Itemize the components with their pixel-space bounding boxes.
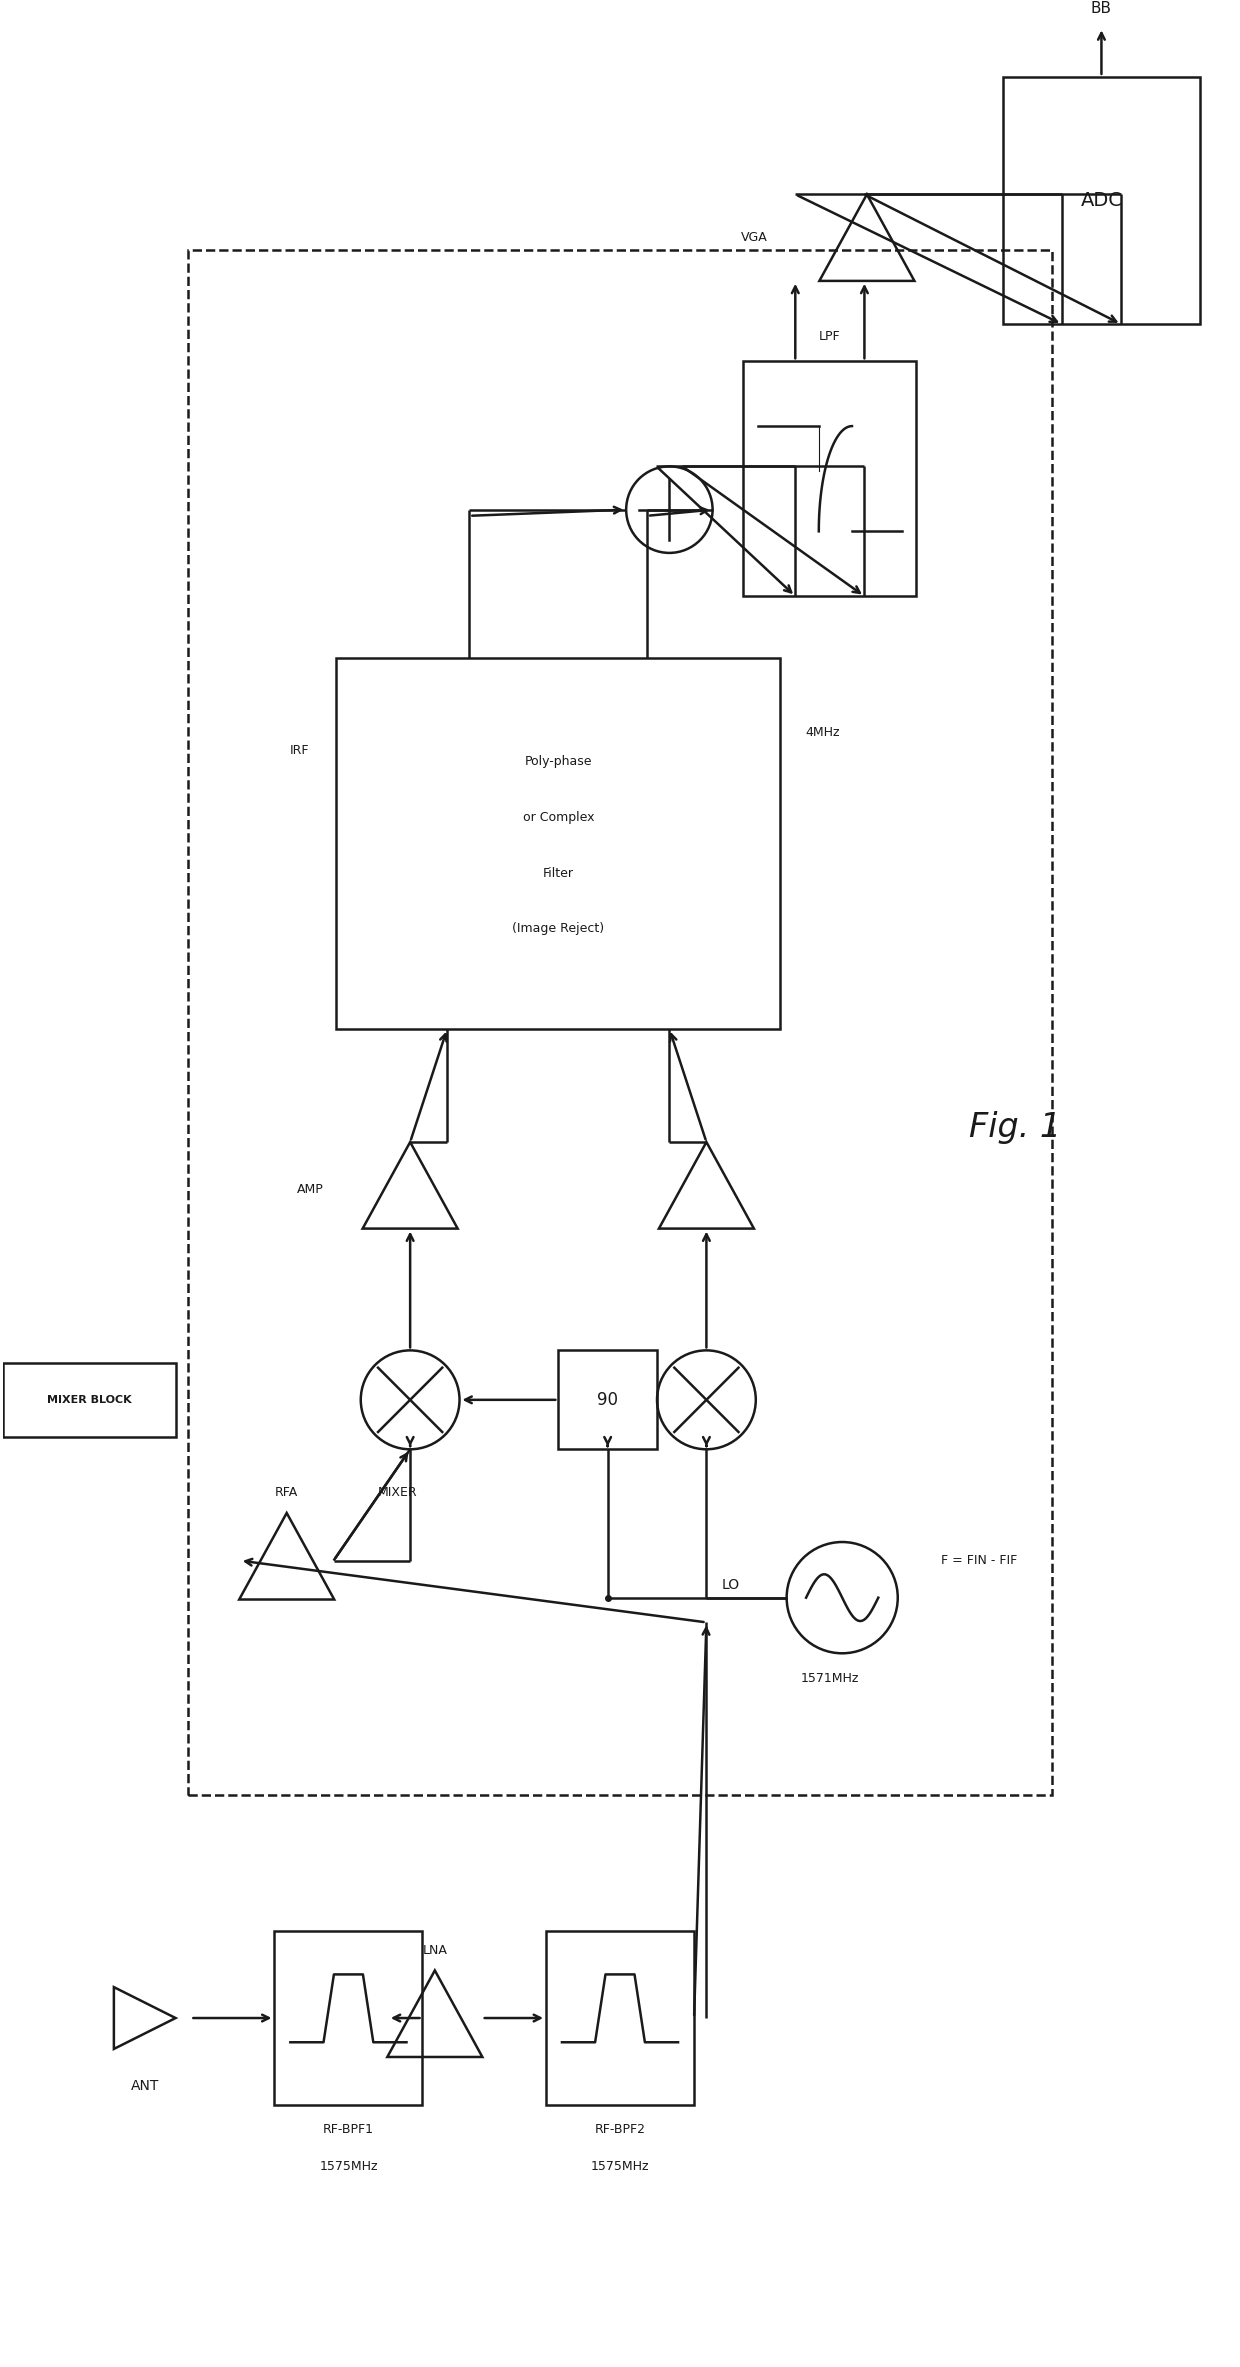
Text: RFA: RFA [275,1486,299,1498]
Text: RF-BPF2: RF-BPF2 [594,2123,646,2135]
Text: ANT: ANT [130,2078,159,2092]
Text: Fig. 1: Fig. 1 [968,1112,1061,1143]
Text: BB: BB [1091,2,1112,17]
Bar [2,1363,176,1437]
Text: Filter: Filter [543,866,574,881]
Bar [188,251,1052,1797]
Bar [744,362,916,596]
Text: IRF: IRF [289,743,309,757]
Text: LNA: LNA [423,1943,448,1958]
Text: AMP: AMP [298,1184,324,1195]
Text: LPF: LPF [820,329,841,343]
Text: Poly-phase: Poly-phase [525,755,591,769]
Text: RF-BPF1: RF-BPF1 [322,2123,374,2135]
Bar [558,1352,657,1449]
Text: ADC: ADC [1080,192,1122,211]
Text: 1575MHz: 1575MHz [319,2161,378,2173]
Text: VGA: VGA [742,232,768,244]
Bar [336,658,780,1030]
Text: F = FIN - FIF: F = FIN - FIF [941,1555,1017,1567]
Text: or Complex: or Complex [522,812,594,824]
Bar [1003,76,1200,324]
Text: 4MHz: 4MHz [805,727,839,739]
Text: 1571MHz: 1571MHz [801,1671,859,1685]
Text: 90: 90 [598,1392,619,1408]
Text: 1575MHz: 1575MHz [590,2161,650,2173]
Text: LO: LO [722,1579,740,1593]
Text: MIXER: MIXER [378,1486,418,1498]
Text: MIXER BLOCK: MIXER BLOCK [47,1394,131,1406]
Text: (Image Reject): (Image Reject) [512,923,604,935]
Bar [546,1931,694,2104]
Bar [274,1931,423,2104]
